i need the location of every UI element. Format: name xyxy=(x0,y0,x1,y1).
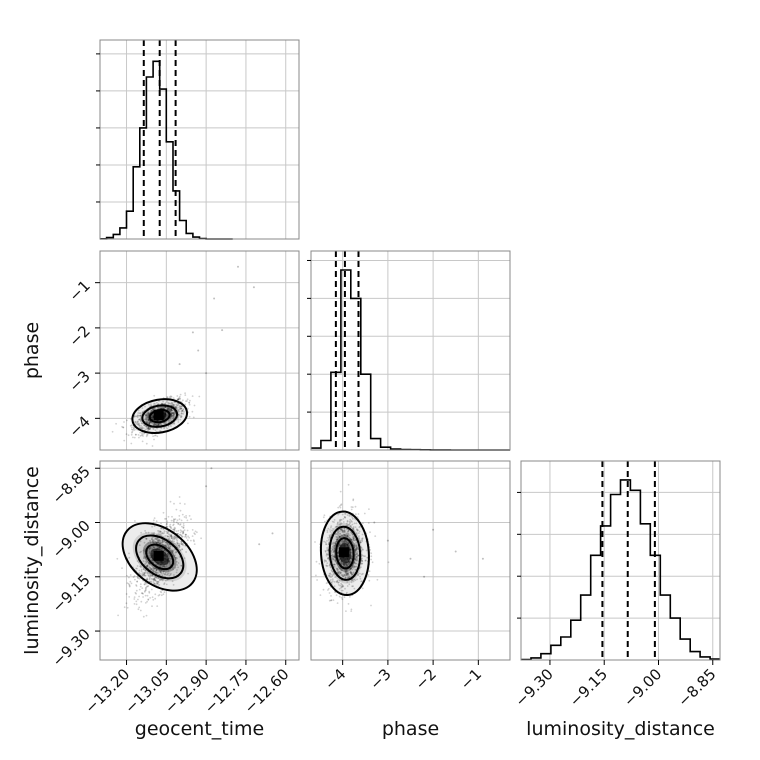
outlier-point xyxy=(213,297,216,300)
outlier-point xyxy=(481,557,484,560)
x-axis-label-phase: phase xyxy=(382,718,439,740)
contour-level-1 xyxy=(121,522,198,592)
contour-level-3 xyxy=(148,408,171,424)
x-axis-label-luminosity_distance: luminosity_distance xyxy=(526,718,715,740)
outlier-point xyxy=(386,539,389,542)
contours-geocent_time-phase xyxy=(131,398,189,434)
x-axis-label-geocent_time: geocent_time xyxy=(135,718,264,740)
contour-level-2 xyxy=(328,525,362,581)
outlier-point xyxy=(221,329,224,332)
contour-level-3 xyxy=(145,543,175,571)
histogram-luminosity_distance xyxy=(521,479,720,661)
outlier-point xyxy=(454,550,457,553)
contour-level-2 xyxy=(141,404,179,428)
outlier-point xyxy=(197,349,200,352)
panel-frame xyxy=(99,250,300,451)
panel-frame xyxy=(310,250,511,451)
contour-level-1 xyxy=(131,398,189,434)
y-axis-label-luminosity_distance: luminosity_distance xyxy=(21,466,43,655)
outlier-point xyxy=(210,467,213,470)
panel-frame xyxy=(520,460,721,661)
outlier-point xyxy=(205,485,208,488)
panel-frame xyxy=(99,460,300,661)
panel-frame xyxy=(310,460,511,661)
outlier-point xyxy=(271,532,274,535)
contours-geocent_time-luminosity_distance xyxy=(121,522,198,592)
outlier-point xyxy=(205,372,208,375)
contours-phase-luminosity_distance xyxy=(319,510,370,596)
y-axis-label-phase: phase xyxy=(21,322,43,379)
outlier-point xyxy=(373,521,376,524)
outlier-point xyxy=(178,363,181,366)
panel-frame xyxy=(99,39,300,240)
contour-level-1 xyxy=(319,510,370,596)
outlier-point xyxy=(191,331,194,334)
outlier-point xyxy=(409,557,412,560)
contour-level-2 xyxy=(135,534,185,580)
outlier-point xyxy=(237,265,239,268)
outlier-point xyxy=(252,286,255,289)
outlier-point xyxy=(432,528,435,531)
contour-level-3 xyxy=(335,537,355,570)
outlier-point xyxy=(258,543,261,546)
outlier-point xyxy=(423,575,426,578)
